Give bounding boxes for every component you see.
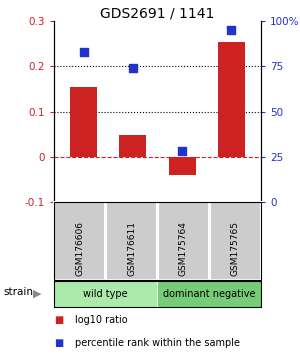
Title: GDS2691 / 1141: GDS2691 / 1141: [100, 6, 215, 20]
Text: wild type: wild type: [83, 289, 128, 299]
Text: GSM175765: GSM175765: [231, 221, 240, 276]
Point: [81, 49, 86, 55]
Bar: [55, 281, 157, 307]
Bar: [55, 202, 105, 280]
Bar: [119, 135, 146, 156]
Text: dominant negative: dominant negative: [163, 289, 256, 299]
Bar: [210, 202, 260, 280]
Bar: [158, 281, 260, 307]
Text: ▶: ▶: [33, 289, 42, 299]
Text: percentile rank within the sample: percentile rank within the sample: [75, 338, 240, 348]
Text: ■: ■: [54, 315, 63, 325]
Point: [180, 148, 184, 154]
Bar: [70, 87, 97, 156]
Text: ■: ■: [54, 338, 63, 348]
Bar: [169, 156, 196, 175]
Text: GSM176611: GSM176611: [127, 221, 136, 276]
Text: GSM176606: GSM176606: [75, 221, 84, 276]
Bar: [218, 41, 245, 156]
Bar: [158, 202, 209, 280]
Bar: [106, 202, 157, 280]
Point: [130, 65, 135, 71]
Point: [229, 28, 234, 33]
Text: GSM175764: GSM175764: [179, 221, 188, 276]
Text: strain: strain: [3, 287, 33, 297]
Text: log10 ratio: log10 ratio: [75, 315, 128, 325]
